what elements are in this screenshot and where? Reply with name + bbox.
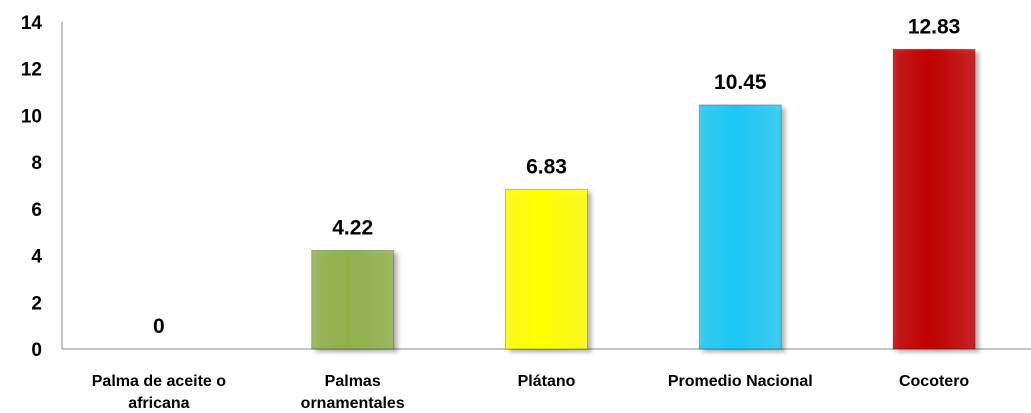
y-tick-label: 2 <box>31 293 42 314</box>
y-tick-label: 12 <box>21 60 42 81</box>
bar <box>698 104 782 350</box>
category-label: Palma de aceite o africana <box>92 373 227 412</box>
bar <box>892 48 976 350</box>
category-label: Palmas ornamentales <box>301 373 405 412</box>
y-tick-label: 0 <box>31 340 42 361</box>
y-tick-label: 6 <box>31 200 42 221</box>
category-label: Promedio Nacional <box>668 373 813 390</box>
bars <box>311 48 976 350</box>
category-labels: Palma de aceite o africana Palmas ornamenta… <box>92 373 970 412</box>
y-tick-labels: 0 2 4 6 8 10 12 14 <box>21 13 43 361</box>
bar <box>505 188 588 350</box>
data-label: 12.83 <box>908 15 961 38</box>
data-label: 4.22 <box>332 216 373 239</box>
data-label: 6.83 <box>526 155 567 178</box>
data-label: 10.45 <box>714 71 767 94</box>
data-label: 0 <box>153 315 165 338</box>
category-label: Cocotero <box>899 373 969 390</box>
y-tick-label: 8 <box>31 153 42 174</box>
y-tick-label: 4 <box>31 247 42 268</box>
y-tick-label: 14 <box>21 13 43 34</box>
category-label: Plátano <box>518 373 576 390</box>
y-tick-label: 10 <box>21 106 42 127</box>
bar <box>311 249 395 350</box>
data-labels: 0 4.22 6.83 10.45 12.83 <box>153 15 960 338</box>
